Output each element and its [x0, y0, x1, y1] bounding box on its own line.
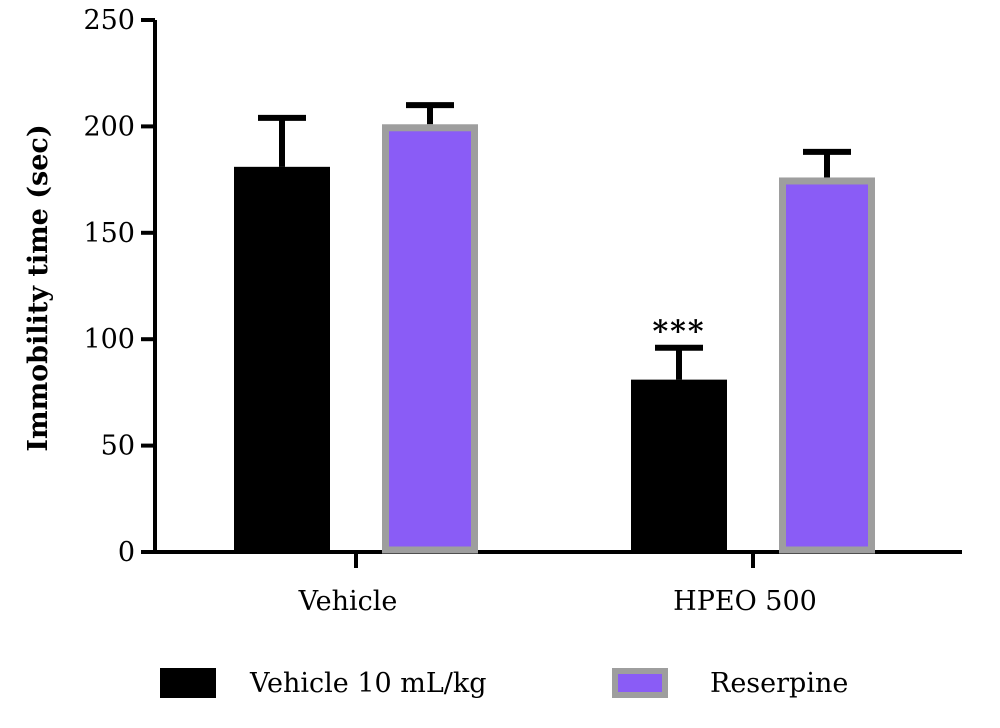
y-axis-label: Immobility time (sec)	[23, 124, 54, 451]
bar-1-0	[382, 124, 478, 554]
legend-swatch-0	[160, 668, 216, 698]
y-tick-label: 50	[101, 431, 135, 462]
legend: Vehicle 10 mL/kg Reserpine	[160, 668, 848, 699]
significance-label: ***	[652, 315, 705, 350]
bar-0-1	[631, 379, 727, 550]
y-tick-label: 100	[83, 324, 135, 355]
legend-swatch-1	[612, 668, 668, 698]
y-tick-label: 150	[83, 218, 135, 249]
bar-0-0	[234, 166, 330, 550]
bar-1-1	[779, 177, 875, 554]
x-category-label: Vehicle	[298, 586, 398, 617]
legend-label-1: Reserpine	[710, 668, 848, 699]
y-tick-label: 200	[83, 111, 135, 142]
y-tick-label: 0	[118, 537, 135, 568]
plot-area: 0 50 100 150 200 250 Vehicle HPEO 500 ***	[83, 5, 962, 617]
x-category-label: HPEO 500	[673, 586, 817, 617]
legend-label-0: Vehicle 10 mL/kg	[249, 668, 487, 699]
y-tick-label: 250	[83, 5, 135, 36]
